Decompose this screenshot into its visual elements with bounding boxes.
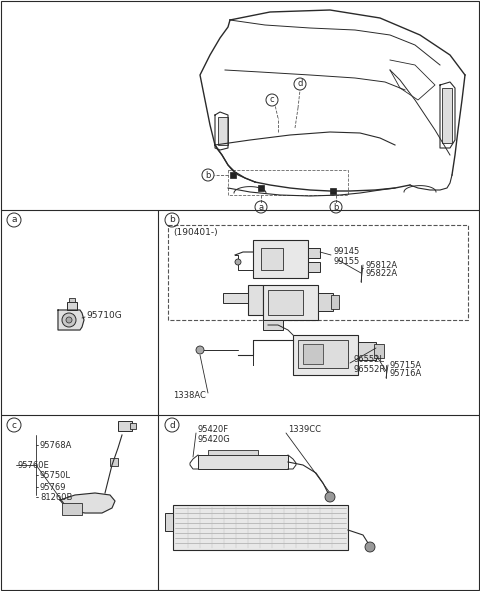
Text: c: c (270, 96, 274, 105)
Circle shape (66, 317, 72, 323)
Bar (69, 298, 75, 302)
Bar (223, 293, 248, 303)
Bar (168, 225, 468, 320)
Bar (303, 344, 323, 364)
Bar (173, 505, 348, 550)
Circle shape (365, 542, 375, 552)
Bar (62, 503, 82, 515)
Text: 99145: 99145 (333, 248, 359, 256)
Text: 95812A: 95812A (365, 261, 397, 269)
Bar (198, 455, 288, 469)
Bar (228, 170, 348, 195)
Bar (165, 513, 173, 531)
Bar (110, 458, 118, 466)
Bar (308, 262, 320, 272)
Circle shape (62, 313, 76, 327)
Bar (130, 423, 136, 429)
Text: (190401-): (190401-) (173, 229, 217, 238)
Bar (230, 172, 236, 178)
Circle shape (325, 492, 335, 502)
Bar (318, 293, 333, 311)
Text: 99155: 99155 (333, 256, 359, 265)
Bar (374, 344, 384, 358)
Text: a: a (11, 216, 17, 225)
Bar (208, 450, 258, 455)
Text: a: a (258, 203, 264, 212)
Text: 1339CC: 1339CC (288, 426, 321, 434)
Text: d: d (169, 421, 175, 430)
Bar (263, 320, 283, 330)
Polygon shape (60, 493, 115, 513)
Polygon shape (58, 310, 84, 330)
Text: 96552L: 96552L (353, 356, 384, 365)
Text: 95715A: 95715A (390, 361, 422, 369)
Text: 81260B: 81260B (40, 492, 72, 502)
Text: 95420F: 95420F (198, 426, 229, 434)
Bar (261, 248, 283, 270)
Text: b: b (333, 203, 339, 212)
Text: 95420G: 95420G (198, 434, 231, 443)
Bar (298, 340, 348, 368)
Bar (253, 240, 308, 278)
Bar (248, 285, 263, 315)
Bar (263, 285, 318, 320)
Bar (67, 302, 77, 310)
Bar (218, 117, 228, 145)
Text: b: b (205, 170, 211, 180)
Circle shape (235, 259, 241, 265)
Text: 95769: 95769 (40, 482, 67, 492)
Text: c: c (12, 421, 16, 430)
Bar (268, 290, 303, 315)
Bar (330, 188, 336, 194)
Bar (118, 421, 132, 431)
Bar (293, 335, 358, 375)
Bar (258, 185, 264, 191)
Circle shape (196, 346, 204, 354)
Text: 95716A: 95716A (390, 369, 422, 378)
Bar (308, 248, 320, 258)
Text: 95760E: 95760E (18, 460, 50, 469)
Text: 95710G: 95710G (86, 310, 122, 320)
Bar (331, 295, 339, 309)
Text: 95822A: 95822A (365, 269, 397, 278)
Text: b: b (169, 216, 175, 225)
Text: 95768A: 95768A (40, 440, 72, 450)
Bar (358, 342, 376, 360)
Bar (442, 88, 452, 143)
Text: d: d (297, 80, 303, 89)
Text: 1338AC: 1338AC (173, 391, 206, 400)
Text: 96552R: 96552R (353, 365, 385, 374)
Text: 95750L: 95750L (40, 470, 71, 479)
